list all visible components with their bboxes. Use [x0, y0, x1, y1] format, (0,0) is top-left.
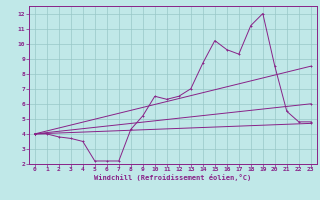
X-axis label: Windchill (Refroidissement éolien,°C): Windchill (Refroidissement éolien,°C)	[94, 174, 252, 181]
